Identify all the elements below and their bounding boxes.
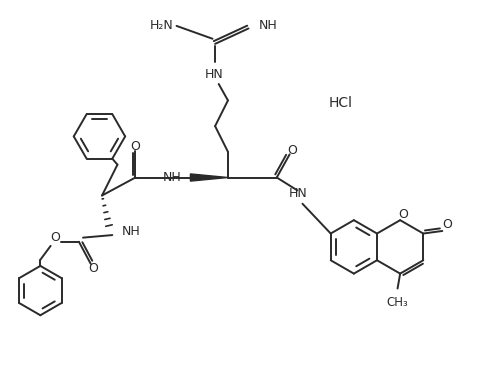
Text: O: O — [287, 144, 297, 157]
Text: HN: HN — [205, 68, 224, 81]
Text: NH: NH — [163, 171, 182, 184]
Polygon shape — [190, 174, 228, 181]
Text: HN: HN — [289, 187, 308, 201]
Text: O: O — [88, 262, 98, 276]
Text: NH: NH — [122, 225, 140, 238]
Text: NH: NH — [259, 20, 277, 32]
Text: CH₃: CH₃ — [387, 296, 409, 309]
Text: H₂N: H₂N — [150, 20, 174, 32]
Text: HCl: HCl — [329, 96, 353, 110]
Text: O: O — [398, 208, 408, 221]
Text: O: O — [442, 218, 452, 231]
Text: O: O — [50, 231, 60, 244]
Text: O: O — [131, 140, 140, 152]
